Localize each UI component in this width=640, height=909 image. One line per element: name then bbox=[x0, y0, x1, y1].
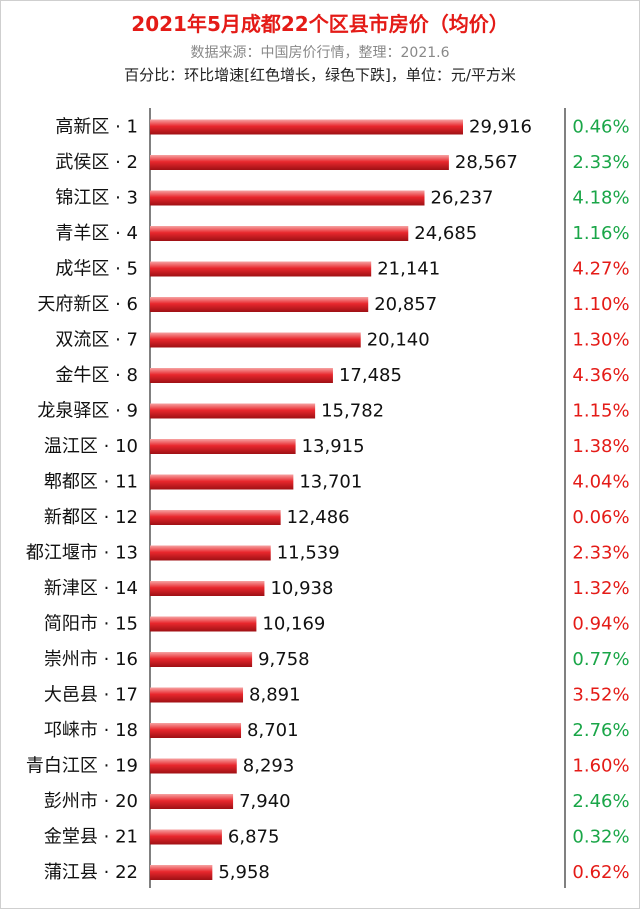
value-label: 29,916 bbox=[469, 117, 532, 138]
value-label: 10,938 bbox=[270, 578, 333, 599]
value-label: 15,782 bbox=[321, 401, 384, 422]
change-label: 1.15% bbox=[572, 401, 629, 422]
bar bbox=[150, 723, 242, 738]
bar bbox=[150, 829, 222, 845]
value-label: 5,958 bbox=[218, 862, 270, 883]
chart-note: 百分比：环比增速[红色增长，绿色下跌]，单位：元/平方米 bbox=[124, 66, 516, 84]
category-label: 新都区 · 12 bbox=[44, 507, 138, 528]
bar bbox=[150, 226, 409, 241]
value-label: 24,685 bbox=[414, 223, 477, 244]
change-label: 2.33% bbox=[572, 543, 629, 564]
category-label: 简阳市 · 15 bbox=[44, 614, 138, 635]
change-label: 4.04% bbox=[572, 472, 629, 493]
value-label: 8,701 bbox=[247, 720, 299, 741]
category-label: 邛崃市 · 18 bbox=[44, 720, 138, 741]
category-label: 天府新区 · 6 bbox=[37, 294, 138, 315]
bar bbox=[150, 190, 425, 206]
value-label: 8,891 bbox=[249, 685, 301, 706]
value-label: 8,293 bbox=[243, 756, 295, 777]
value-label: 20,857 bbox=[374, 294, 437, 315]
change-label: 1.60% bbox=[572, 756, 629, 777]
value-label: 13,915 bbox=[302, 436, 365, 457]
change-label: 0.94% bbox=[572, 614, 629, 635]
bar bbox=[150, 403, 316, 419]
bar bbox=[150, 687, 244, 703]
category-label: 蒲江县 · 22 bbox=[44, 862, 138, 883]
category-label: 青白江区 · 19 bbox=[26, 756, 138, 777]
bar bbox=[150, 758, 237, 774]
bar bbox=[150, 261, 372, 277]
category-label: 温江区 · 10 bbox=[44, 436, 138, 457]
category-label: 双流区 · 7 bbox=[55, 330, 138, 351]
category-label: 青羊区 · 4 bbox=[55, 223, 138, 244]
value-label: 28,567 bbox=[455, 152, 518, 173]
value-label: 12,486 bbox=[287, 507, 350, 528]
bar bbox=[150, 439, 296, 454]
change-label: 0.32% bbox=[572, 827, 629, 848]
category-label: 成华区 · 5 bbox=[55, 259, 138, 280]
category-label: 锦江区 · 3 bbox=[55, 188, 138, 209]
change-label: 1.10% bbox=[572, 294, 629, 315]
bar bbox=[150, 616, 257, 632]
value-label: 7,940 bbox=[239, 791, 291, 812]
bar bbox=[150, 794, 234, 809]
bar bbox=[150, 155, 449, 170]
change-label: 1.32% bbox=[572, 578, 629, 599]
category-label: 金堂县 · 21 bbox=[44, 827, 138, 848]
category-label: 崇州市 · 16 bbox=[44, 649, 138, 670]
chart-title: 2021年5月成都22个区县市房价（均价） bbox=[131, 12, 509, 36]
bar bbox=[150, 474, 294, 490]
change-label: 0.62% bbox=[572, 862, 629, 883]
value-label: 9,758 bbox=[258, 649, 310, 670]
change-label: 1.30% bbox=[572, 330, 629, 351]
category-label: 彭州市 · 20 bbox=[44, 791, 138, 812]
category-label: 龙泉驿区 · 9 bbox=[37, 401, 138, 422]
category-label: 高新区 · 1 bbox=[55, 117, 138, 138]
value-label: 20,140 bbox=[367, 330, 430, 351]
value-label: 13,701 bbox=[299, 472, 362, 493]
value-label: 17,485 bbox=[339, 365, 402, 386]
change-label: 4.18% bbox=[572, 188, 629, 209]
value-label: 21,141 bbox=[377, 259, 440, 280]
category-label: 金牛区 · 8 bbox=[55, 365, 138, 386]
change-label: 2.76% bbox=[572, 720, 629, 741]
bar bbox=[150, 332, 361, 348]
change-label: 4.36% bbox=[572, 365, 629, 386]
change-label: 3.52% bbox=[572, 685, 629, 706]
change-label: 0.46% bbox=[572, 117, 629, 138]
bar bbox=[150, 865, 213, 880]
bar bbox=[150, 368, 333, 383]
value-label: 11,539 bbox=[277, 543, 340, 564]
category-label: 新津区 · 14 bbox=[44, 578, 138, 599]
change-label: 1.16% bbox=[572, 223, 629, 244]
change-label: 0.77% bbox=[572, 649, 629, 670]
value-label: 26,237 bbox=[431, 188, 494, 209]
category-label: 武侯区 · 2 bbox=[55, 152, 138, 173]
change-label: 2.33% bbox=[572, 152, 629, 173]
chart-source: 数据来源：中国房价行情，整理：2021.6 bbox=[190, 45, 450, 61]
change-label: 1.38% bbox=[572, 436, 629, 457]
change-label: 0.06% bbox=[572, 507, 629, 528]
value-label: 6,875 bbox=[228, 827, 280, 848]
category-label: 都江堰市 · 13 bbox=[26, 543, 138, 564]
category-label: 大邑县 · 17 bbox=[44, 685, 138, 706]
change-label: 4.27% bbox=[572, 259, 629, 280]
value-label: 10,169 bbox=[262, 614, 325, 635]
change-label: 2.46% bbox=[572, 791, 629, 812]
bar bbox=[150, 545, 271, 561]
bar bbox=[150, 510, 281, 525]
category-label: 郫都区 · 11 bbox=[44, 472, 138, 493]
bar bbox=[150, 119, 463, 135]
bar bbox=[150, 581, 265, 596]
bar bbox=[150, 652, 253, 667]
bar bbox=[150, 297, 369, 312]
